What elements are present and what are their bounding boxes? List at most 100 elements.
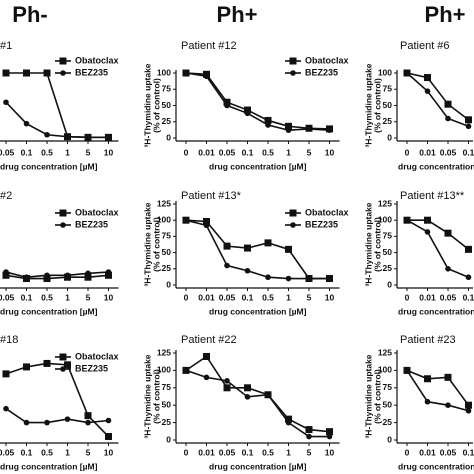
y-axis-label: (% of control) [372, 217, 382, 272]
y-tick-label: 100 [378, 214, 392, 224]
marker [285, 415, 292, 423]
x-tick-label: 5 [86, 147, 91, 157]
y-tick-label: 100 [157, 67, 171, 77]
legend-label: Obatoclax [75, 55, 119, 65]
marker [326, 275, 333, 282]
marker [244, 244, 251, 252]
series-line [185, 219, 330, 280]
panel-title: Patient #13** [400, 190, 465, 202]
x-tick-label: 0.01 [198, 292, 215, 302]
marker [223, 98, 231, 106]
x-tick-label: 0.1 [242, 147, 254, 157]
marker [444, 100, 452, 108]
marker [84, 273, 92, 281]
y-tick-label: 50 [162, 247, 172, 257]
x-tick-label: 0.05 [219, 147, 236, 157]
x-tick-label: 0 [405, 447, 410, 457]
column-header: Ph- [12, 2, 47, 27]
marker [404, 70, 410, 76]
y-tick-label: 75 [383, 382, 393, 392]
marker [105, 269, 112, 275]
x-tick-label: 5 [307, 292, 312, 302]
y-axis-label: ³H-Thymidine uptake [363, 354, 373, 438]
y-tick-label: 0 [166, 132, 171, 142]
legend-marker [290, 222, 296, 228]
marker [3, 405, 9, 412]
y-tick-label: 125 [157, 347, 171, 357]
series-line [5, 101, 109, 139]
x-tick-label: 1 [65, 447, 70, 457]
x-tick-label: 1 [65, 147, 70, 157]
x-axis-label: drug concentration [µM] [209, 461, 307, 471]
series-line [6, 72, 109, 139]
legend-label: Obatoclax [75, 351, 119, 361]
marker [43, 359, 51, 367]
marker [424, 398, 431, 405]
marker [64, 361, 71, 369]
marker [444, 229, 452, 237]
marker [424, 229, 431, 235]
x-tick-label: 0.01 [419, 447, 436, 457]
marker [326, 127, 333, 133]
marker [285, 122, 292, 130]
marker [244, 267, 251, 274]
legend-marker [60, 222, 66, 228]
x-axis-label: drug concentration [µM] [0, 306, 98, 316]
x-tick-label: 0.05 [440, 447, 457, 457]
x-tick-label: 10 [104, 447, 114, 457]
marker [404, 367, 410, 374]
marker [306, 433, 312, 440]
marker [264, 239, 272, 247]
marker [285, 245, 292, 253]
x-tick-label: 0.1 [463, 147, 474, 157]
x-tick-label: 0 [405, 292, 410, 302]
marker [424, 375, 431, 383]
marker [203, 73, 210, 80]
marker [105, 134, 112, 141]
x-tick-label: 0 [184, 147, 189, 157]
x-tick-label: 1 [65, 292, 70, 302]
marker [285, 127, 292, 133]
legend-marker [289, 57, 297, 65]
marker [465, 116, 472, 124]
y-tick-label: 0 [387, 132, 392, 142]
x-tick-label: 0.01 [419, 292, 436, 302]
y-tick-label: 25 [383, 417, 393, 427]
legend-label: BEZ235 [75, 219, 108, 229]
marker [85, 134, 91, 141]
marker [244, 394, 251, 400]
marker [285, 275, 292, 282]
marker [43, 69, 51, 77]
marker [465, 401, 472, 409]
marker [465, 407, 472, 414]
y-tick-label: 25 [383, 116, 393, 126]
x-tick-label: 0.01 [198, 147, 215, 157]
panel-title: Patient #12 [181, 40, 237, 52]
x-tick-label: 10 [325, 447, 335, 457]
marker [85, 419, 91, 426]
marker [183, 70, 189, 76]
y-tick-label: 75 [383, 231, 393, 241]
marker [326, 428, 333, 436]
marker [64, 416, 71, 422]
marker [264, 116, 272, 124]
legend-marker [59, 353, 67, 361]
marker [23, 120, 30, 127]
marker [203, 374, 210, 381]
series-line [185, 72, 330, 130]
x-tick-label: 5 [86, 292, 91, 302]
series-line [5, 408, 109, 424]
y-axis-label: (% of control) [151, 217, 161, 272]
x-axis-label: drug concentration [398, 306, 474, 316]
marker [465, 274, 472, 281]
y-tick-label: 50 [383, 100, 393, 110]
y-tick-label: 100 [157, 365, 171, 375]
marker [424, 74, 431, 82]
marker [3, 269, 9, 275]
legend-label: Obatoclax [305, 55, 349, 65]
y-tick-label: 0 [387, 279, 392, 289]
series-line [5, 362, 110, 438]
series-line [406, 72, 469, 128]
marker [445, 115, 451, 122]
y-tick-label: 125 [378, 347, 392, 357]
